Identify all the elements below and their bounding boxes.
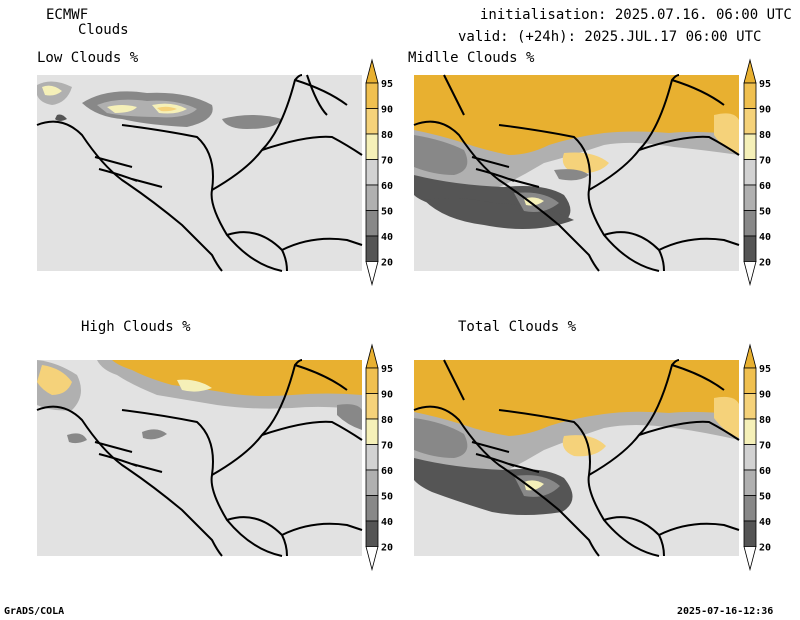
colorbar-level-label: 90: [759, 390, 771, 401]
colorbar-level-label: 20: [759, 258, 771, 269]
colorbar-level-label: 20: [759, 543, 771, 554]
colorbar-level-label: 50: [759, 492, 771, 503]
initialisation-label: initialisation: 2025.07.16. 06:00 UTC: [480, 7, 792, 23]
cloud-field: [414, 75, 739, 229]
colorbar-top-arrow: [365, 343, 379, 369]
colorbar-top-arrow: [743, 58, 757, 84]
colorbar-swatch: [365, 520, 379, 547]
map-panel-high-clouds: [36, 359, 363, 557]
country-borders: [36, 359, 363, 557]
colorbar-level-label: 80: [759, 130, 771, 141]
colorbar-swatch: [743, 210, 757, 237]
colorbar-swatch: [743, 235, 757, 262]
colorbar-level-label: 50: [381, 492, 393, 503]
colorbar-level-label: 60: [381, 466, 393, 477]
colorbar-level-label: 90: [759, 105, 771, 116]
colorbar-bottom-arrow: [743, 261, 757, 287]
colorbar-level-label: 50: [759, 207, 771, 218]
colorbar-level-label: 90: [381, 390, 393, 401]
colorbar-bottom-arrow: [365, 546, 379, 572]
panel-title-low-clouds: Low Clouds %: [37, 50, 139, 66]
colorbar-top-arrow: [743, 343, 757, 369]
colorbar-swatch: [365, 495, 379, 522]
colorbar: 95 90 80 70 60 50 40 20: [743, 58, 771, 287]
model-label: ECMWF: [46, 7, 89, 23]
colorbar-swatch: [743, 444, 757, 471]
colorbar-level-label: 70: [381, 441, 393, 452]
colorbar-level-label: 60: [759, 466, 771, 477]
colorbar-bottom-arrow: [743, 546, 757, 572]
footer-software-label: GrADS/COLA: [4, 606, 65, 617]
colorbar-swatch: [365, 108, 379, 135]
map-panel-total-clouds: [413, 359, 740, 557]
colorbar-level-label: 70: [381, 156, 393, 167]
colorbar-swatch: [743, 133, 757, 160]
country-borders: [413, 359, 740, 557]
colorbar-level-label: 95: [759, 364, 771, 375]
cloud-field: [37, 81, 282, 129]
colorbar-level-label: 40: [381, 232, 393, 243]
colorbar-level-label: 40: [759, 517, 771, 528]
colorbar-level-label: 70: [759, 156, 771, 167]
colorbar-bottom-arrow: [365, 261, 379, 287]
valid-time-label: valid: (+24h): 2025.JUL.17 06:00 UTC: [458, 29, 762, 45]
panel-title-middle-clouds: Midlle Clouds %: [408, 50, 535, 66]
colorbar-swatch: [743, 393, 757, 420]
colorbar-level-label: 20: [381, 258, 393, 269]
colorbar-level-label: 90: [381, 105, 393, 116]
country-borders: [413, 74, 740, 272]
panel-title-high-clouds: High Clouds %: [81, 319, 191, 335]
colorbar-level-label: 60: [381, 181, 393, 192]
colorbar-swatch: [365, 159, 379, 186]
colorbar-level-label: 50: [381, 207, 393, 218]
colorbar-level-label: 60: [759, 181, 771, 192]
colorbar-level-label: 95: [381, 79, 393, 90]
colorbar-swatch: [365, 210, 379, 237]
colorbar-swatch: [365, 82, 379, 109]
cloud-field: [37, 360, 362, 444]
colorbar-swatch: [365, 393, 379, 420]
colorbar-level-label: 40: [759, 232, 771, 243]
colorbar-swatch: [743, 520, 757, 547]
colorbar: 95 90 80 70 60 50 40 20: [365, 343, 393, 572]
colorbar-swatch: [365, 133, 379, 160]
colorbar-swatch: [365, 235, 379, 262]
country-borders: [36, 74, 363, 272]
colorbar: 95 90 80 70 60 50 40 20: [743, 343, 771, 572]
map-panel-middle-clouds: [413, 74, 740, 272]
colorbar-level-label: 70: [759, 441, 771, 452]
colorbar-level-label: 95: [759, 79, 771, 90]
colorbar-swatch: [365, 418, 379, 445]
colorbar-swatch: [743, 469, 757, 496]
colorbar-level-label: 80: [381, 415, 393, 426]
colorbar-swatch: [365, 444, 379, 471]
colorbar-swatch: [365, 184, 379, 211]
colorbar-level-label: 80: [759, 415, 771, 426]
colorbar-swatch: [743, 159, 757, 186]
map-panel-low-clouds: [36, 74, 363, 272]
colorbar-swatch: [743, 82, 757, 109]
colorbar-level-label: 20: [381, 543, 393, 554]
colorbar-swatch: [743, 184, 757, 211]
colorbar-swatch: [365, 367, 379, 394]
colorbar: 95 90 80 70 60 50 40 20: [365, 58, 393, 287]
colorbar-top-arrow: [365, 58, 379, 84]
panel-title-total-clouds: Total Clouds %: [458, 319, 577, 335]
colorbar-level-label: 80: [381, 130, 393, 141]
colorbar-swatch: [743, 418, 757, 445]
colorbar-level-label: 95: [381, 364, 393, 375]
colorbar-level-label: 40: [381, 517, 393, 528]
colorbar-swatch: [365, 469, 379, 496]
colorbar-swatch: [743, 495, 757, 522]
footer-timestamp-label: 2025-07-16-12:36: [677, 606, 774, 617]
product-label: Clouds: [78, 22, 129, 38]
colorbars: 95 90 80 70 60 50 40 20 95 90 80 70 60 50 40 20 95 90 80 70…: [365, 58, 771, 572]
colorbar-swatch: [743, 108, 757, 135]
colorbar-swatch: [743, 367, 757, 394]
